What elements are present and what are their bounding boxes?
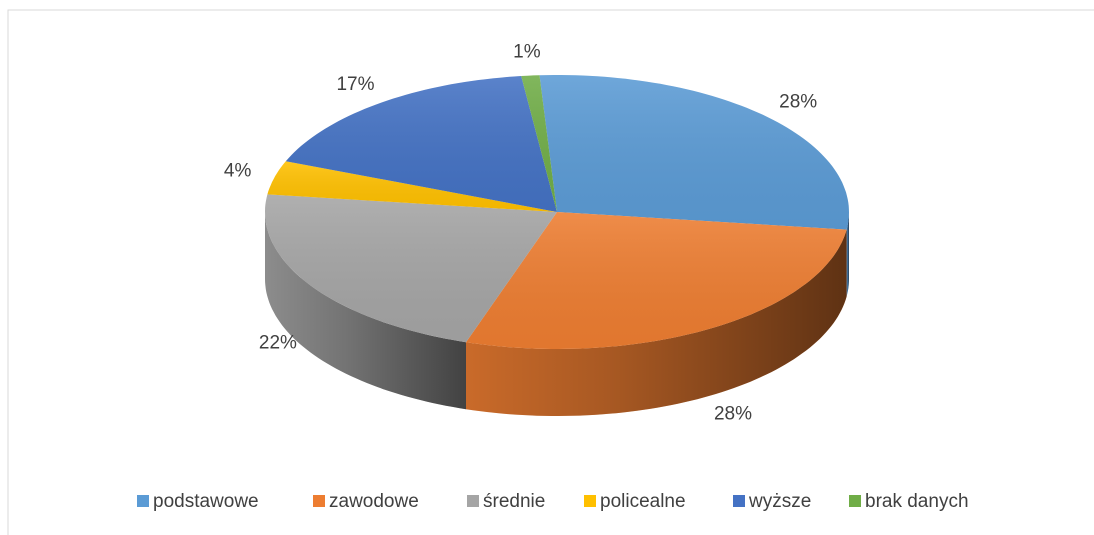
pie-slice-gloss (539, 75, 849, 230)
legend-swatch (584, 495, 596, 507)
data-label: 1% (513, 41, 541, 62)
data-label: 22% (259, 332, 297, 353)
data-label: 4% (224, 161, 252, 182)
data-label: 28% (779, 92, 817, 113)
data-label: 17% (336, 74, 374, 95)
pie-slice-gloss (285, 76, 557, 212)
legend-label: policealne (600, 491, 686, 512)
pie-slice-gloss (265, 194, 557, 343)
pie-side-shade (466, 229, 847, 416)
legend-label: zawodowe (329, 491, 419, 512)
legend-label: brak danych (865, 491, 969, 512)
legend-label: wyższe (748, 491, 811, 512)
data-label: 28% (714, 403, 752, 424)
pie-side-shade (265, 212, 466, 410)
chart-border (7, 9, 1094, 535)
legend-label: średnie (483, 491, 545, 512)
legend-label: podstawowe (153, 491, 259, 512)
legend-swatch (849, 495, 861, 507)
legend-swatch (313, 495, 325, 507)
legend-swatch (137, 495, 149, 507)
pie-slice-gloss (267, 161, 557, 212)
pie-slice-gloss (521, 75, 557, 212)
pie-side-shade (846, 212, 849, 297)
legend-swatch (467, 495, 479, 507)
legend-swatch (733, 495, 745, 507)
pie-slice-gloss (466, 212, 847, 349)
